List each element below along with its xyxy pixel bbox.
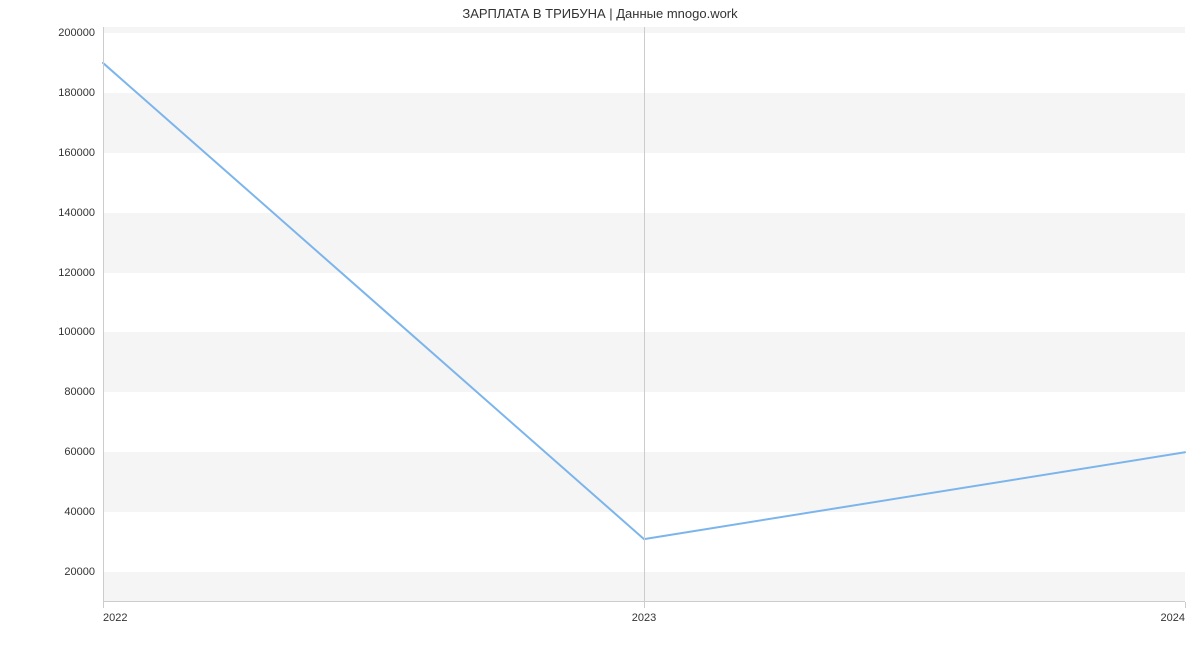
- y-axis-tick-label: 80000: [64, 386, 103, 398]
- y-axis-tick-label: 180000: [58, 87, 103, 99]
- y-axis-tick-label: 160000: [58, 147, 103, 159]
- plot-area: 2000040000600008000010000012000014000016…: [103, 27, 1185, 602]
- x-grid-line: [644, 27, 645, 602]
- line-chart: ЗАРПЛАТА В ТРИБУНА | Данные mnogo.work 2…: [0, 0, 1200, 650]
- y-axis-tick-label: 100000: [58, 326, 103, 338]
- y-axis-tick-label: 60000: [64, 446, 103, 458]
- y-axis-tick-label: 20000: [64, 566, 103, 578]
- x-axis-tick: [1185, 602, 1186, 608]
- x-axis-tick-label: 2022: [103, 602, 127, 624]
- x-axis-tick-label: 2024: [1161, 602, 1185, 624]
- y-axis-tick-label: 120000: [58, 267, 103, 279]
- y-axis-line: [103, 27, 104, 602]
- y-axis-tick-label: 140000: [58, 207, 103, 219]
- y-axis-tick-label: 200000: [58, 27, 103, 39]
- x-axis-tick-label: 2023: [632, 602, 656, 624]
- y-axis-tick-label: 40000: [64, 506, 103, 518]
- chart-title: ЗАРПЛАТА В ТРИБУНА | Данные mnogo.work: [0, 6, 1200, 21]
